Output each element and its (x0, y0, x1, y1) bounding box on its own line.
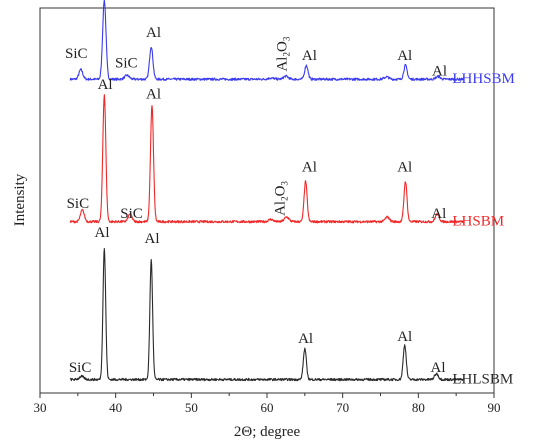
x-axis-ticks: 30 40 50 60 70 80 90 (34, 393, 501, 415)
peak-label: Al (432, 63, 447, 79)
series-line-lhhsbm (69, 0, 465, 81)
x-axis-title: 2Θ; degree (234, 424, 301, 440)
peak-label: Al (146, 25, 161, 41)
peak-label: Al (146, 86, 161, 102)
peak-label: Al (397, 329, 412, 345)
plot-area-border (39, 7, 495, 394)
peak-label: SiC (65, 46, 88, 62)
peak-label: Al (431, 360, 446, 376)
peak-label: Al (397, 48, 412, 64)
series-layer (69, 0, 465, 382)
series-line-lhlsbm (69, 248, 464, 382)
x-tick-label: 60 (261, 400, 274, 415)
x-tick-label: 40 (109, 400, 122, 415)
peak-label: Al (98, 77, 113, 93)
series-label-lhsbm: LHSBM (452, 214, 504, 230)
peak-label: SiC (67, 196, 90, 212)
x-tick-label: 80 (412, 400, 425, 415)
annotation-layer: AlSiCSiCAlAl2O3AlAlAlAlAlSiCSiCAl2O3AlAl… (65, 25, 447, 376)
x-tick-label: 30 (34, 400, 47, 415)
series-label-layer: LHHSBM LHSBM LHLSBM (452, 71, 515, 387)
y-axis-title: Intensity (12, 173, 28, 226)
peak-label: Al (431, 206, 446, 222)
peak-label: Al (397, 160, 412, 176)
peak-label: SiC (69, 360, 92, 376)
peak-label: Al2O3 (275, 36, 292, 71)
series-line-lhsbm (69, 94, 465, 224)
peak-label: Al (144, 231, 159, 247)
plot-frame (39, 7, 495, 394)
peak-label: Al2O3 (272, 181, 289, 216)
peak-label: Al (298, 331, 313, 347)
x-tick-label: 90 (488, 400, 501, 415)
peak-label: SiC (120, 206, 143, 222)
peak-label: Al (95, 225, 110, 241)
peak-label: Al (302, 48, 317, 64)
series-label-lhlsbm: LHLSBM (452, 371, 513, 387)
series-label-lhhsbm: LHHSBM (452, 71, 515, 87)
peak-label: Al (302, 160, 317, 176)
x-tick-label: 70 (336, 400, 349, 415)
peak-label: SiC (115, 56, 138, 72)
x-tick-label: 50 (185, 400, 198, 415)
